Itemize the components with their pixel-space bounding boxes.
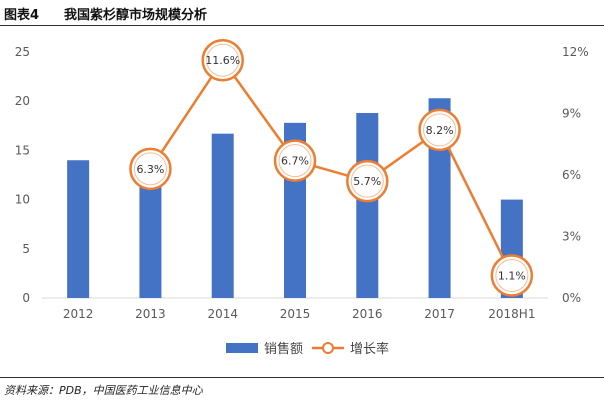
- data-label: 8.2%: [426, 124, 454, 137]
- legend-label-bar: 销售额: [264, 341, 303, 357]
- bar: [211, 133, 234, 298]
- y-tick-label-left: 20: [15, 94, 30, 108]
- figure-label: 图表4: [4, 8, 40, 23]
- x-tick-label: 2017: [424, 307, 455, 321]
- data-label: 1.1%: [498, 269, 526, 282]
- line-point-ring: [278, 144, 312, 178]
- bar: [139, 179, 162, 298]
- y-tick-label-left: 15: [15, 143, 30, 157]
- y-tick-label-left: 0: [22, 291, 30, 305]
- line-point-ring: [350, 164, 384, 198]
- line-point-ring: [423, 113, 457, 147]
- y-tick-label-right: 0%: [562, 291, 581, 305]
- figure-footer: 资料来源：PDB，中国医药工业信息中心: [0, 377, 604, 401]
- data-label: 6.3%: [136, 163, 164, 176]
- bar: [67, 160, 90, 298]
- line-point-marker: [273, 139, 317, 182]
- figure-header: 图表4 我国紫杉醇市场规模分析: [0, 0, 604, 26]
- y-tick-label-right: 9%: [562, 107, 581, 121]
- legend-label-line: 增长率: [350, 341, 389, 357]
- y-tick-label-left: 25: [15, 45, 30, 59]
- line-point-ring: [206, 43, 240, 77]
- y-tick-label-left: 5: [22, 242, 30, 256]
- line-point-marker: [201, 38, 244, 82]
- line-point-marker: [346, 159, 389, 203]
- bar: [356, 113, 379, 299]
- growth-line: [149, 58, 513, 277]
- x-tick-label: 2016: [352, 307, 383, 321]
- y-tick-label-right: 6%: [562, 168, 581, 182]
- source-note: 资料来源：PDB，中国医药工业信息中心: [4, 384, 203, 397]
- data-label: 11.6%: [205, 54, 240, 67]
- x-tick-label: 2015: [280, 307, 311, 321]
- line-point-marker: [490, 254, 534, 297]
- line-point-marker: [129, 147, 172, 191]
- chart-area: 0 5 10 15 20 25 0% 3% 6% 9% 12% 2012 2013 2014 2015 201…: [0, 30, 604, 375]
- y-tick-label-right: 3%: [562, 230, 581, 244]
- line-point-marker: [418, 108, 461, 152]
- line-point-ring: [133, 152, 167, 186]
- x-tick-label: 2018H1: [488, 307, 535, 321]
- x-tick-label: 2014: [207, 307, 238, 321]
- legend-swatch-marker: [322, 342, 334, 354]
- y-tick-label-left: 10: [15, 193, 30, 207]
- data-label: 5.7%: [353, 175, 381, 188]
- data-label: 6.7%: [281, 155, 309, 168]
- figure-title: 我国紫杉醇市场规模分析: [64, 8, 208, 23]
- x-tick-label: 2012: [63, 307, 94, 321]
- combo-chart: 0 5 10 15 20 25 0% 3% 6% 9% 12% 2012 2013 2014 2015 201…: [15, 38, 589, 357]
- x-tick-label: 2013: [135, 307, 166, 321]
- y-tick-label-right: 12%: [562, 45, 589, 59]
- legend-swatch-bar: [226, 343, 258, 353]
- line-point-ring: [495, 258, 529, 292]
